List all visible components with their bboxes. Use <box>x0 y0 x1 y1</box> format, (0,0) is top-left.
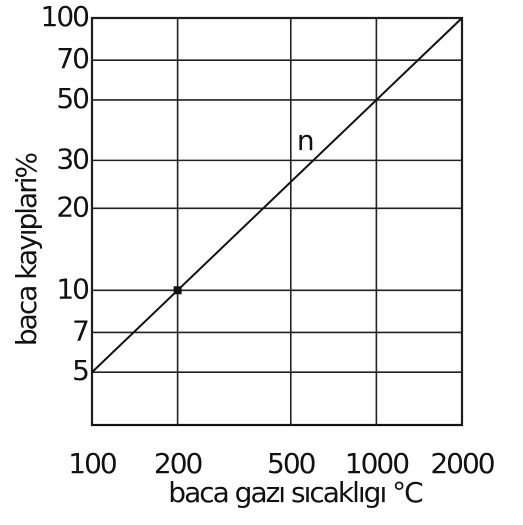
y-tick-label: 5 <box>72 354 88 387</box>
x-tick-label: 200 <box>154 447 202 480</box>
annotation: n <box>297 124 313 157</box>
y-tick-label: 70 <box>56 42 88 75</box>
x-tick-label: 1000 <box>345 447 408 480</box>
x-tick-label: 500 <box>267 447 315 480</box>
y-tick-label: 7 <box>72 314 88 347</box>
x-tick-label: 2000 <box>430 447 493 480</box>
y-tick-label: 30 <box>56 142 88 175</box>
y-axis-label: baca kayıplari% <box>10 153 43 347</box>
data-point <box>173 286 182 295</box>
y-tick-label: 20 <box>56 190 88 223</box>
plot-frame <box>90 16 464 427</box>
x-tick-label: 100 <box>68 447 116 480</box>
y-tick-label: 100 <box>41 0 89 33</box>
y-tick-label: 10 <box>56 272 88 305</box>
x-axis-label: baca gazı sıcaklıgı °C <box>168 476 423 509</box>
data-line <box>91 17 463 373</box>
y-tick-label: 50 <box>56 82 88 115</box>
